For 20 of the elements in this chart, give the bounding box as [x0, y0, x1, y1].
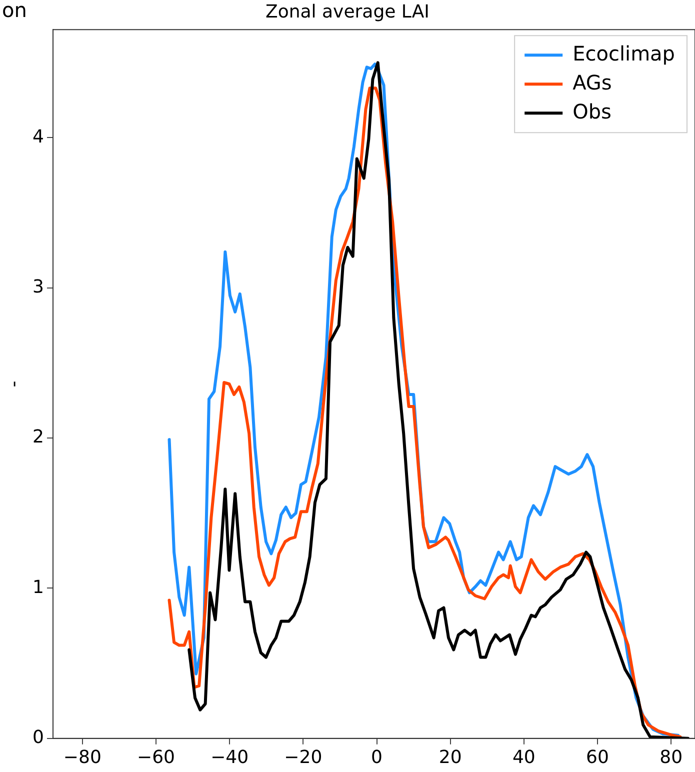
legend-label: AGs — [572, 70, 612, 94]
x-tick-label: 20 — [438, 746, 462, 768]
x-tick-label: −20 — [284, 746, 322, 768]
x-tick-label: 40 — [512, 746, 536, 768]
y-tick-label: 1 — [32, 576, 44, 598]
legend-label: Ecoclimap — [572, 41, 676, 66]
y-axis-title: - — [3, 380, 24, 388]
x-tick-label: 0 — [371, 746, 382, 768]
y-tick-label: 3 — [32, 276, 44, 298]
y-tick-label: 4 — [32, 126, 44, 148]
y-tick-label: 2 — [32, 426, 44, 448]
legend-label: Obs — [572, 99, 612, 124]
text: on — [2, 0, 27, 22]
y-tick-label: 0 — [32, 727, 44, 748]
x-tick-label: −60 — [137, 746, 176, 768]
x-tick-label: −40 — [210, 746, 249, 768]
x-tick-label: 80 — [660, 746, 683, 768]
x-tick-label: −80 — [63, 746, 102, 768]
chart-title: Zonal average LAI — [266, 1, 430, 22]
x-tick-label: 60 — [586, 746, 609, 768]
